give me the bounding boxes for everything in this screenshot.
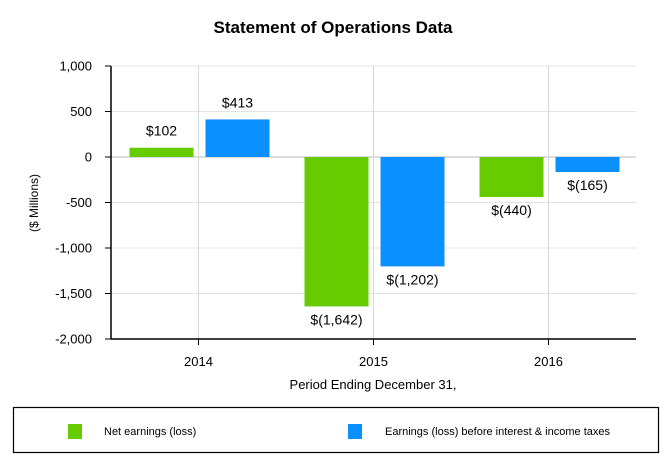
- bar: [129, 147, 194, 157]
- data-label: $(165): [567, 177, 607, 193]
- y-tick-label: -2,000: [55, 332, 92, 347]
- y-tick-label: 1,000: [59, 59, 92, 74]
- bar: [205, 119, 270, 157]
- legend-label: Earnings (loss) before interest & income…: [385, 426, 610, 438]
- y-tick-label: 500: [70, 104, 92, 119]
- x-axis-label: Period Ending December 31,: [290, 377, 457, 392]
- legend: Net earnings (loss) Earnings (loss) befor…: [12, 406, 660, 454]
- bar: [555, 157, 620, 173]
- legend-swatch: [348, 424, 362, 439]
- y-tick-label: -1,500: [55, 286, 92, 301]
- data-label: $(1,202): [386, 271, 438, 287]
- bar: [304, 157, 369, 307]
- y-tick-label: -1,000: [55, 241, 92, 256]
- y-axis-label: ($ Millions): [27, 174, 41, 232]
- x-tick-label: 2016: [534, 354, 563, 369]
- x-tick-label: 2014: [184, 354, 213, 369]
- legend-box: [12, 406, 660, 454]
- chart-title: Statement of Operations Data: [214, 18, 454, 37]
- bars: $102 $413 $(1,642) $(1,202) $(440) $(165): [129, 94, 620, 327]
- gridlines: [111, 65, 636, 340]
- data-label: $(1,642): [310, 311, 362, 327]
- axes: 1,000 500 0 -500 -1,000 -1,500 -2,000 2014 2015 2…: [55, 59, 636, 369]
- y-tick-label: -500: [66, 195, 92, 210]
- y-tick-label: 0: [85, 150, 92, 165]
- legend-label: Net earnings (loss): [104, 426, 196, 438]
- data-label: $(440): [491, 202, 531, 218]
- data-label: $102: [146, 123, 177, 139]
- bar: [380, 157, 445, 267]
- x-tick-label: 2015: [359, 354, 388, 369]
- legend-swatch: [68, 424, 82, 439]
- bar: [479, 157, 544, 198]
- data-label: $413: [222, 94, 253, 110]
